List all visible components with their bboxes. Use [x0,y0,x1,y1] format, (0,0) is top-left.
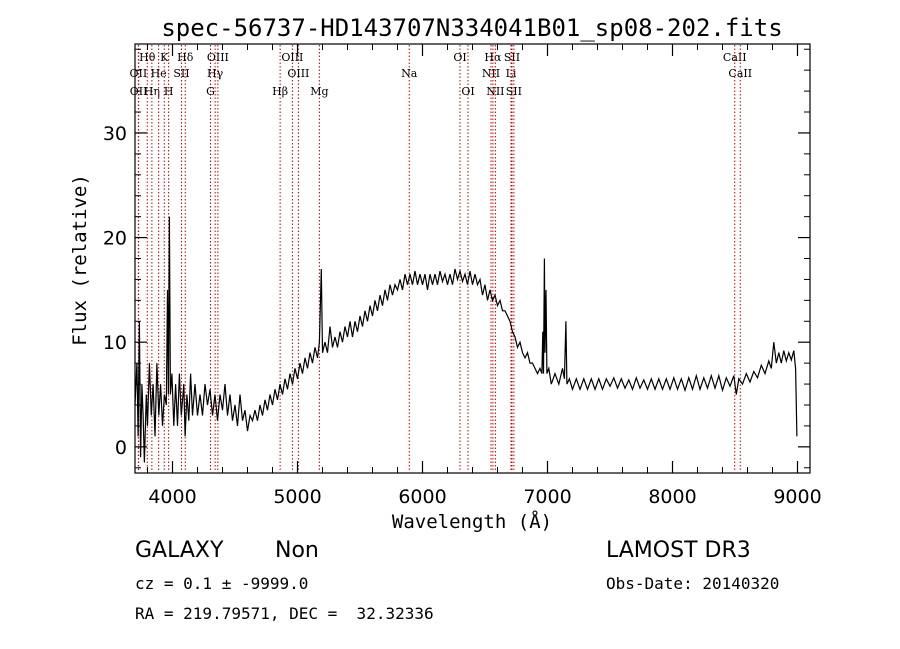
ra-dec: RA = 219.79571, DEC = 32.32336 [135,604,434,623]
line-marker-label-26: CaII [728,67,752,80]
line-marker-label-25: CaII [723,51,747,64]
object-subclass: Non [275,538,319,563]
line-marker-label-4: He [151,67,167,80]
line-marker-label-11: Hγ [207,67,224,80]
spectrum-chart: spec-56737-HD143707N334041B01_sp08-202.f… [69,14,822,533]
y-tick-label-0: 0 [115,437,127,459]
obs-date: Obs-Date: 20140320 [606,574,780,593]
line-marker-label-9: G [206,85,215,98]
line-marker-label-15: Mg [310,85,328,98]
y-tick-label-3: 30 [103,123,127,145]
line-marker-label-23: Li [506,67,517,80]
x-tick-label-4: 8000 [648,486,696,508]
line-marker-label-20: Hα [484,51,502,64]
y-tick-label-1: 10 [103,332,127,354]
x-tick-label-2: 6000 [398,486,446,508]
spectrum-line [134,216,798,463]
line-marker-label-16: Na [401,67,418,80]
line-marker-label-17: OI [453,51,466,64]
axis-ticks: 4000 5000 6000 7000 8000 9000 0 10 20 30 [103,44,822,508]
line-marker-label-13: OIII [281,51,303,64]
y-axis-label: Flux (relative) [69,174,91,346]
x-axis-label: Wavelength (Å) [392,510,552,533]
line-marker-label-19: NII [482,67,500,80]
line-marker-label-10: OIII [207,51,229,64]
x-tick-label-3: 7000 [523,486,571,508]
line-marker-label-22: SII [504,51,520,64]
chart-title: spec-56737-HD143707N334041B01_sp08-202.f… [161,14,782,42]
line-marker-label-12: Hβ [272,85,288,98]
line-marker-label-18: OI [461,85,474,98]
line-marker-label-14: OIII [287,67,309,80]
line-marker-label-3: Hη [144,85,160,98]
line-marker-label-21: NII [486,85,504,98]
plot-frame [134,43,811,474]
line-marker-label-2: Hθ [139,51,156,64]
y-tick-label-2: 20 [103,228,127,250]
redshift-line: cz = 0.1 ± -9999.0 [135,574,309,593]
line-marker-label-8: SII [173,67,189,80]
emission-line-markers: OIIOIIHθHηHeKHHδSIIGOIIIHγHβOIIIOIIIMgNa… [130,45,752,472]
x-tick-label-0: 4000 [148,486,196,508]
x-tick-label-5: 9000 [773,486,821,508]
line-marker-label-6: H [164,85,174,98]
object-class: GALAXY [135,538,224,563]
line-marker-label-5: K [160,51,169,64]
line-marker-label-24: SII [506,85,522,98]
survey-name: LAMOST DR3 [606,538,751,563]
line-marker-label-7: Hδ [177,51,194,64]
x-tick-label-1: 5000 [273,486,321,508]
